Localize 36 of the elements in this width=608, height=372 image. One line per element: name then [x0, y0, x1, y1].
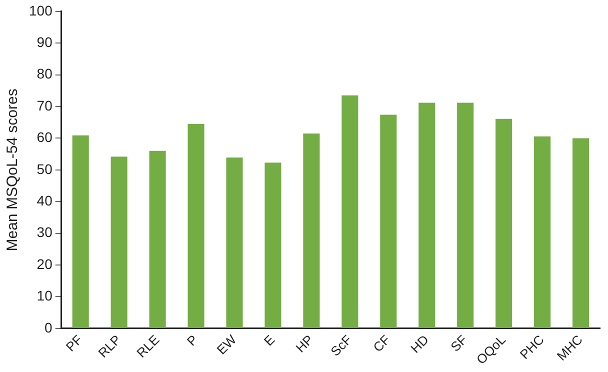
bar — [457, 102, 474, 328]
y-tick-label: 60 — [36, 129, 53, 146]
y-tick-label: 50 — [36, 160, 53, 177]
bar — [342, 95, 358, 328]
x-tick-label: SF — [448, 332, 470, 354]
x-tick-label: HD — [408, 332, 432, 356]
y-tick-label: 80 — [36, 66, 53, 82]
bar — [226, 158, 243, 328]
x-tick-label: CF — [370, 332, 394, 355]
y-tick-label: 0 — [44, 319, 53, 336]
bar — [303, 133, 320, 328]
bar — [496, 118, 512, 328]
bar — [418, 102, 436, 328]
y-tick-label: 40 — [36, 192, 53, 208]
x-tick-label: RLP — [95, 332, 124, 360]
x-tick-label: PF — [62, 332, 86, 354]
y-tick-label: 20 — [36, 256, 53, 272]
y-tick-label: 90 — [36, 34, 53, 50]
y-tick-label: 10 — [36, 288, 53, 304]
y-tick-label: 30 — [36, 224, 53, 240]
bar — [149, 150, 166, 328]
bar — [380, 114, 397, 328]
bar — [534, 136, 551, 328]
bar — [110, 156, 128, 328]
bar — [72, 135, 89, 328]
x-tick-label: HP — [292, 332, 316, 356]
y-tick-label: 100 — [29, 2, 53, 18]
x-tick-label: EW — [214, 331, 240, 358]
bar — [188, 124, 204, 328]
x-tick-label: P — [184, 332, 201, 349]
x-tick-label: E — [260, 332, 278, 349]
y-tick-label: 70 — [36, 97, 53, 114]
x-tick-label: ScF — [328, 332, 355, 359]
y-axis-title: Mean MSQoL-54 scores — [4, 88, 22, 252]
bar — [264, 162, 282, 328]
bar — [572, 138, 590, 328]
